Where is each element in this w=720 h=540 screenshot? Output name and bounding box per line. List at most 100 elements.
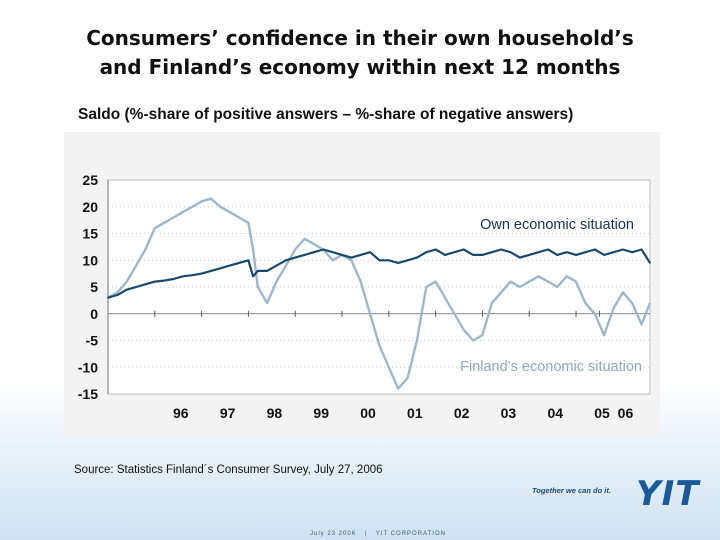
series-line-finland [107, 197, 652, 390]
point-own-4 [144, 283, 147, 286]
point-finland-45 [519, 286, 521, 288]
point-finland-57 [631, 302, 634, 304]
point-own-2 [125, 288, 128, 291]
point-own-52 [584, 251, 587, 254]
point-finland-32 [397, 387, 400, 390]
point-finland-10 [200, 200, 203, 203]
series-label-finland: Finland’s economic situation [460, 359, 642, 375]
point-own-59 [649, 262, 651, 264]
point-finland-47 [537, 275, 540, 278]
slide-title-line-2: and Finland’s economy within next 12 mon… [99, 55, 621, 79]
point-own-56 [622, 248, 624, 251]
point-finland-46 [528, 280, 531, 283]
point-finland-41 [481, 334, 484, 337]
point-finland-25 [331, 259, 334, 262]
point-own-53 [593, 248, 596, 251]
point-own-44 [509, 251, 512, 254]
point-finland-36 [434, 280, 437, 283]
y-tick-label-6: -5 [86, 333, 99, 349]
point-finland-38 [453, 312, 456, 315]
point-own-29 [369, 251, 371, 254]
point-finland-4 [144, 248, 147, 251]
point-own-15 [247, 259, 250, 262]
point-finland-27 [350, 259, 353, 262]
x-tick-label-8: 04 [547, 405, 563, 421]
point-finland-19 [275, 280, 278, 283]
point-finland-33 [406, 377, 409, 379]
point-finland-40 [472, 339, 474, 342]
point-own-46 [528, 254, 531, 256]
point-own-37 [444, 254, 446, 256]
point-own-14 [238, 262, 241, 264]
point-own-38 [453, 251, 456, 254]
point-own-16 [252, 275, 255, 278]
point-finland-44 [509, 280, 512, 283]
point-own-10 [200, 272, 203, 275]
x-tick-label-0: 96 [173, 405, 189, 421]
point-own-21 [294, 256, 297, 259]
point-own-51 [575, 254, 577, 256]
grid-layer [108, 179, 650, 395]
y-tick-label-0: 25 [82, 172, 98, 188]
point-own-43 [500, 248, 503, 251]
point-own-1 [116, 294, 119, 296]
point-own-20 [285, 259, 287, 262]
point-finland-9 [191, 205, 194, 208]
point-own-6 [163, 279, 166, 282]
point-own-34 [416, 256, 418, 259]
point-finland-58 [640, 323, 643, 326]
point-finland-43 [500, 291, 503, 294]
point-finland-12 [219, 205, 222, 208]
point-own-35 [425, 251, 428, 254]
point-finland-29 [369, 312, 371, 315]
plot-border [107, 179, 651, 395]
axis-layer [107, 179, 651, 395]
series-layer [107, 197, 652, 390]
point-own-32 [397, 262, 400, 264]
point-own-42 [490, 251, 493, 254]
point-own-19 [275, 264, 278, 267]
point-finland-22 [303, 237, 306, 240]
point-finland-17 [256, 286, 259, 288]
point-own-12 [219, 267, 222, 270]
x-tick-label-7: 03 [501, 405, 517, 421]
y-tick-label-5: 0 [90, 306, 98, 322]
point-finland-2 [125, 280, 128, 283]
point-finland-18 [266, 302, 268, 304]
company-logo: Together we can do it. YIT [532, 474, 712, 514]
y-tick-label-1: 20 [82, 199, 98, 215]
point-own-36 [434, 248, 437, 251]
point-finland-6 [163, 221, 166, 224]
point-finland-53 [593, 312, 596, 315]
point-finland-30 [378, 344, 381, 347]
point-own-30 [378, 259, 381, 262]
point-finland-31 [387, 366, 390, 369]
series-label-own: Own economic situation [480, 217, 634, 233]
point-finland-59 [649, 302, 651, 304]
point-own-9 [191, 274, 194, 277]
point-finland-20 [285, 264, 287, 267]
point-own-24 [322, 248, 325, 251]
point-finland-34 [416, 339, 418, 342]
point-finland-1 [116, 291, 119, 294]
x-tick-label-4: 00 [360, 405, 376, 421]
slide-title: Consumers’ confidence in their own house… [0, 24, 720, 82]
point-own-33 [406, 259, 409, 262]
point-finland-48 [547, 280, 549, 283]
logo-brand: YIT [636, 474, 700, 514]
y-tick-label-7: -10 [78, 359, 98, 375]
point-own-17 [256, 270, 259, 272]
chart-subtitle: Saldo (%-share of positive answers – %-s… [78, 106, 574, 123]
point-own-31 [387, 259, 390, 262]
point-finland-7 [172, 216, 175, 219]
x-tick-label-1: 97 [220, 405, 236, 421]
point-finland-15 [247, 221, 250, 224]
point-finland-54 [603, 334, 605, 337]
point-finland-49 [556, 286, 559, 288]
y-tick-label-2: 15 [82, 226, 98, 242]
point-own-49 [556, 254, 559, 256]
point-own-57 [631, 251, 634, 254]
point-own-3 [135, 286, 137, 288]
plot-area [108, 180, 650, 394]
point-own-55 [612, 251, 615, 254]
